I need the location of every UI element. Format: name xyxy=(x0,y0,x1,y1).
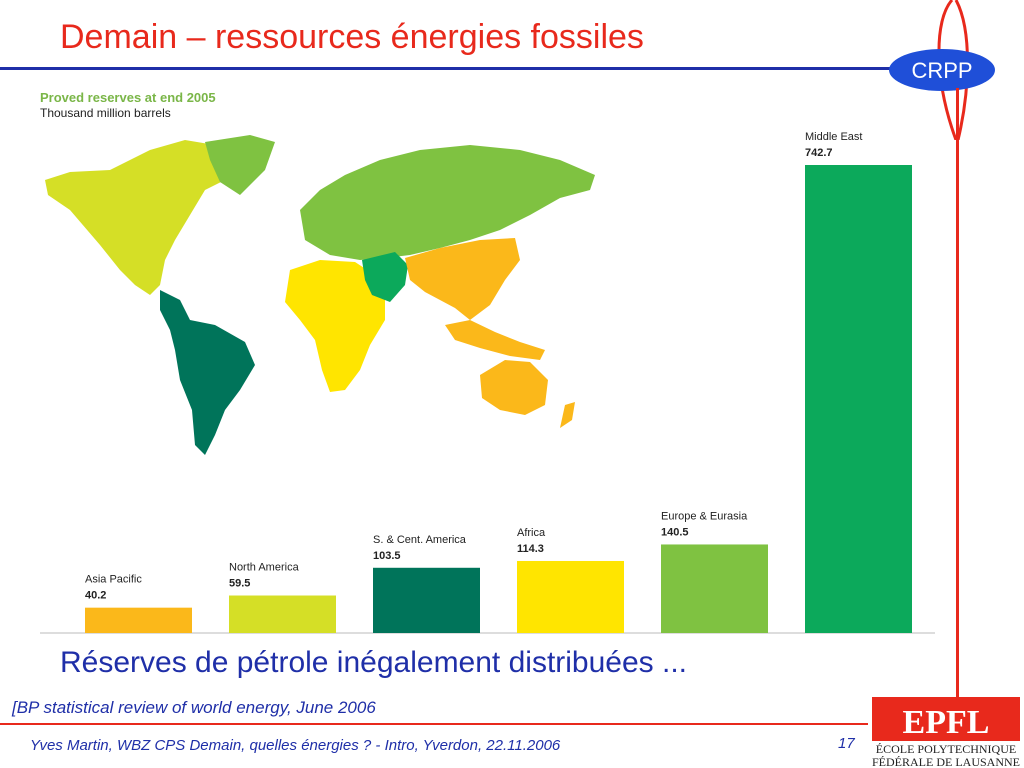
oil-reserves-chart: Proved reserves at end 2005 Thousand mil… xyxy=(40,90,935,634)
bar-value-label: 140.5 xyxy=(661,526,689,538)
epfl-text-line1: ÉCOLE POLYTECHNIQUE xyxy=(876,742,1016,756)
bar-value-label: 40.2 xyxy=(85,590,106,602)
bar-value-label: 114.3 xyxy=(517,543,544,555)
crpp-logo: CRPP xyxy=(889,49,995,91)
map-eurasia xyxy=(300,145,595,260)
bar-value-label: 59.5 xyxy=(229,578,250,590)
crpp-logo-text: CRPP xyxy=(911,58,972,83)
map-greenland xyxy=(205,135,275,195)
map-north-america xyxy=(45,140,240,295)
bar-category-label: Europe & Eurasia xyxy=(661,510,748,522)
bar-value-label: 103.5 xyxy=(373,550,401,562)
bar-north-america xyxy=(229,595,336,633)
epfl-text-line2: FÉDÉRALE DE LAUSANNE xyxy=(872,755,1020,768)
map-asia xyxy=(405,238,520,320)
bar-category-label: North America xyxy=(229,562,300,574)
bar-middle-east xyxy=(805,165,912,633)
slide-subtitle: Réserves de pétrole inégalement distribu… xyxy=(60,646,688,679)
bar-category-label: Africa xyxy=(517,527,546,539)
map-middle-east xyxy=(362,252,408,302)
epfl-logo: EPFL ÉCOLE POLYTECHNIQUE FÉDÉRALE DE LAU… xyxy=(872,697,1020,768)
bar-s-cent-america xyxy=(373,567,480,633)
bar-category-label: S. & Cent. America xyxy=(373,534,467,546)
map-new-zealand xyxy=(560,402,575,428)
title-rule xyxy=(0,67,900,70)
red-horizontal-rule xyxy=(0,723,868,725)
bar-africa xyxy=(517,560,624,633)
footer-text: Yves Martin, WBZ CPS Demain, quelles éne… xyxy=(30,737,561,754)
slide-title: Demain – ressources énergies fossiles xyxy=(60,18,644,56)
page-number: 17 xyxy=(838,735,855,752)
source-citation: [BP statistical review of world energy, … xyxy=(12,698,376,717)
bars-group: Asia Pacific 40.2 North America 59.5 S. & Ce… xyxy=(85,131,912,633)
epfl-mark-text: EPFL xyxy=(903,704,990,741)
chart-title: Proved reserves at end 2005 xyxy=(40,90,216,105)
bar-europe-eurasia xyxy=(661,544,768,633)
red-vertical-rule xyxy=(956,88,959,698)
map-australia xyxy=(480,360,548,415)
bar-category-label: Middle East xyxy=(805,131,862,143)
bar-value-label: 742.7 xyxy=(805,147,833,159)
world-map xyxy=(45,135,595,455)
map-africa xyxy=(285,260,385,392)
chart-ylabel: Thousand million barrels xyxy=(40,106,171,120)
map-se-asia xyxy=(445,320,545,360)
bar-asia-pacific xyxy=(85,607,192,633)
bar-category-label: Asia Pacific xyxy=(85,574,142,586)
map-south-america xyxy=(160,290,255,455)
